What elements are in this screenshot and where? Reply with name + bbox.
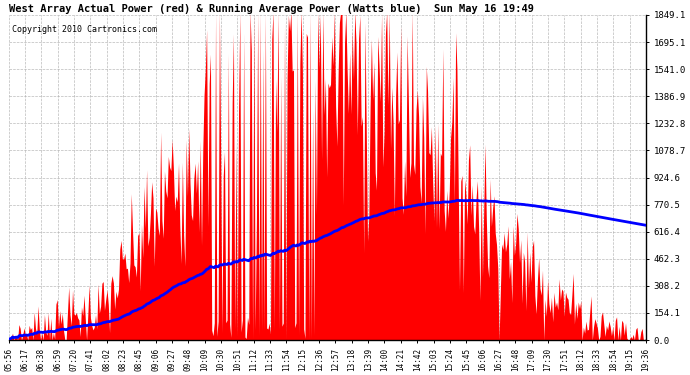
- Text: West Array Actual Power (red) & Running Average Power (Watts blue)  Sun May 16 1: West Array Actual Power (red) & Running …: [9, 4, 533, 14]
- Text: Copyright 2010 Cartronics.com: Copyright 2010 Cartronics.com: [12, 25, 157, 34]
